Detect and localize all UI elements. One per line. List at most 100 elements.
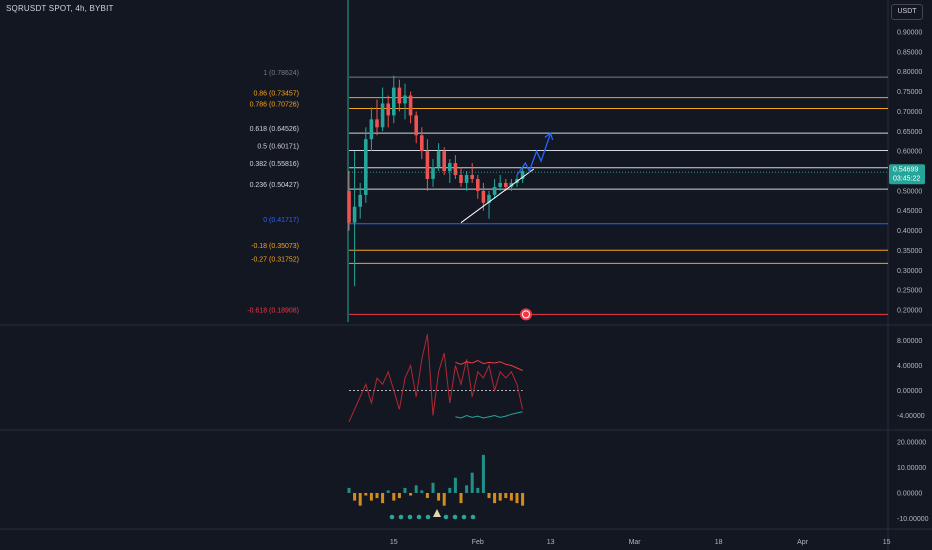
price-tick-label: 0.90000 <box>897 29 922 36</box>
indicator2-histogram-bar <box>453 477 457 493</box>
indicator2-histogram-bar <box>364 492 368 496</box>
last-price-badge <box>889 164 925 185</box>
indicator2-histogram-bar <box>437 492 441 501</box>
indicator2-triangle-marker <box>433 509 441 517</box>
indicator2-histogram-bar <box>515 492 519 504</box>
candle-body <box>459 174 463 183</box>
fib-level-label: -0.18 (0.35073) <box>251 243 299 250</box>
indicator2-histogram-bar <box>498 492 502 501</box>
indicator2-histogram-bar <box>358 492 362 506</box>
candle-body <box>498 182 502 187</box>
candle-body <box>364 139 368 195</box>
candle-body <box>453 163 458 175</box>
chart-title: SQRUSDT SPOT, 4h, BYBIT <box>6 4 114 13</box>
candle-body <box>487 194 491 203</box>
indicator2-histogram-bar <box>476 487 480 493</box>
price-tick-label: 0.60000 <box>897 149 922 156</box>
event-marker-icon <box>522 310 530 319</box>
indicator2-histogram-bar <box>493 492 497 504</box>
indicator2-histogram-bar <box>381 492 385 504</box>
candle-body <box>408 95 413 116</box>
indicator2-circle-marker <box>389 514 395 520</box>
candle-body <box>520 171 525 179</box>
time-axis-label: Mar <box>629 539 642 546</box>
event-marker <box>520 308 532 321</box>
indicator2-histogram-bar <box>481 454 485 493</box>
price-tick-label: 0.75000 <box>897 89 922 96</box>
indicator2-histogram-bar <box>392 492 396 501</box>
indicator2-histogram-bar <box>431 482 435 493</box>
indicator2-histogram-bar <box>403 487 407 493</box>
candle-body <box>442 151 446 172</box>
indicator2-tick-label: 10.00000 <box>897 465 926 472</box>
support-trend-line <box>460 168 535 224</box>
indicator2-circle-marker <box>416 514 422 520</box>
indicator2-histogram-bar <box>375 492 379 499</box>
candle-body <box>403 95 407 104</box>
candle-body <box>470 174 474 179</box>
projection-arrow-head <box>544 132 554 141</box>
price-tick-label: 0.80000 <box>897 69 922 76</box>
fib-level-label: -0.27 (0.31752) <box>251 256 299 263</box>
price-tick-label: 0.85000 <box>897 49 922 56</box>
fib-level-label: 1 (0.78624) <box>263 70 299 77</box>
last-price-label: 0.54699 <box>893 167 918 174</box>
indicator1-oscillator-line <box>348 334 524 423</box>
indicator2-circle-marker <box>398 514 404 520</box>
candle-body <box>352 206 357 223</box>
currency-button[interactable]: USDT <box>891 4 923 20</box>
indicator2-histogram-bar <box>442 492 446 506</box>
fib-level-label: -0.618 (0.18908) <box>247 307 299 314</box>
indicator1-tick-label: 0.00000 <box>897 388 922 395</box>
indicator2-tick-label: -10.00000 <box>897 516 929 523</box>
indicator2-histogram-bar <box>414 485 418 493</box>
candle-body <box>420 135 424 152</box>
candle-body <box>448 163 452 172</box>
candle-body <box>397 87 402 104</box>
candle-body <box>436 151 441 168</box>
indicator1-tick-label: -4.00000 <box>897 413 925 420</box>
candle-body <box>476 178 480 191</box>
fib-level-label: 0.236 (0.50427) <box>250 182 299 189</box>
countdown-label: 03:45:22 <box>893 176 920 183</box>
candle-body <box>464 174 469 183</box>
indicator2-histogram-bar <box>459 492 463 504</box>
indicator2-histogram-bar <box>409 492 413 496</box>
candle-body <box>425 151 430 179</box>
indicator2-circle-marker <box>470 514 476 520</box>
candle-body <box>481 190 486 203</box>
price-tick-label: 0.25000 <box>897 288 922 295</box>
fib-level-label: 0.86 (0.73457) <box>253 91 299 98</box>
indicator2-histogram-bar <box>448 487 452 493</box>
time-axis-label: 15 <box>390 539 398 546</box>
candle-body <box>414 115 418 136</box>
price-tick-label: 0.20000 <box>897 308 922 315</box>
indicator2-histogram-bar <box>465 485 469 493</box>
indicator1-tick-label: 8.00000 <box>897 338 922 345</box>
indicator2-circle-marker <box>407 514 413 520</box>
indicator2-circle-marker <box>443 514 449 520</box>
indicator2-histogram-bar <box>509 492 513 501</box>
indicator2-histogram-bar <box>386 490 390 493</box>
time-axis-label: 18 <box>715 539 723 546</box>
time-axis-label: Feb <box>472 539 484 546</box>
price-tick-label: 0.35000 <box>897 248 922 255</box>
fib-level-label: 0.5 (0.60171) <box>257 143 299 150</box>
fib-level-label: 0.786 (0.70726) <box>250 102 299 109</box>
fib-level-label: 0.618 (0.64526) <box>250 126 299 133</box>
price-tick-label: 0.50000 <box>897 188 922 195</box>
indicator2-histogram-bar <box>347 487 351 493</box>
indicator2-histogram-bar <box>521 492 525 506</box>
indicator2-histogram-bar <box>369 492 373 501</box>
price-tick-label: 0.40000 <box>897 228 922 235</box>
price-tick-label: 0.30000 <box>897 268 922 275</box>
candle-body <box>375 119 379 128</box>
candle-body <box>358 194 362 207</box>
candle-body <box>431 167 435 179</box>
indicator2-circle-marker <box>425 514 431 520</box>
time-axis-label: 15 <box>883 539 891 546</box>
indicator2-histogram-bar <box>353 492 357 501</box>
indicator2-histogram-bar <box>487 492 491 499</box>
indicator2-histogram-bar <box>397 492 401 499</box>
